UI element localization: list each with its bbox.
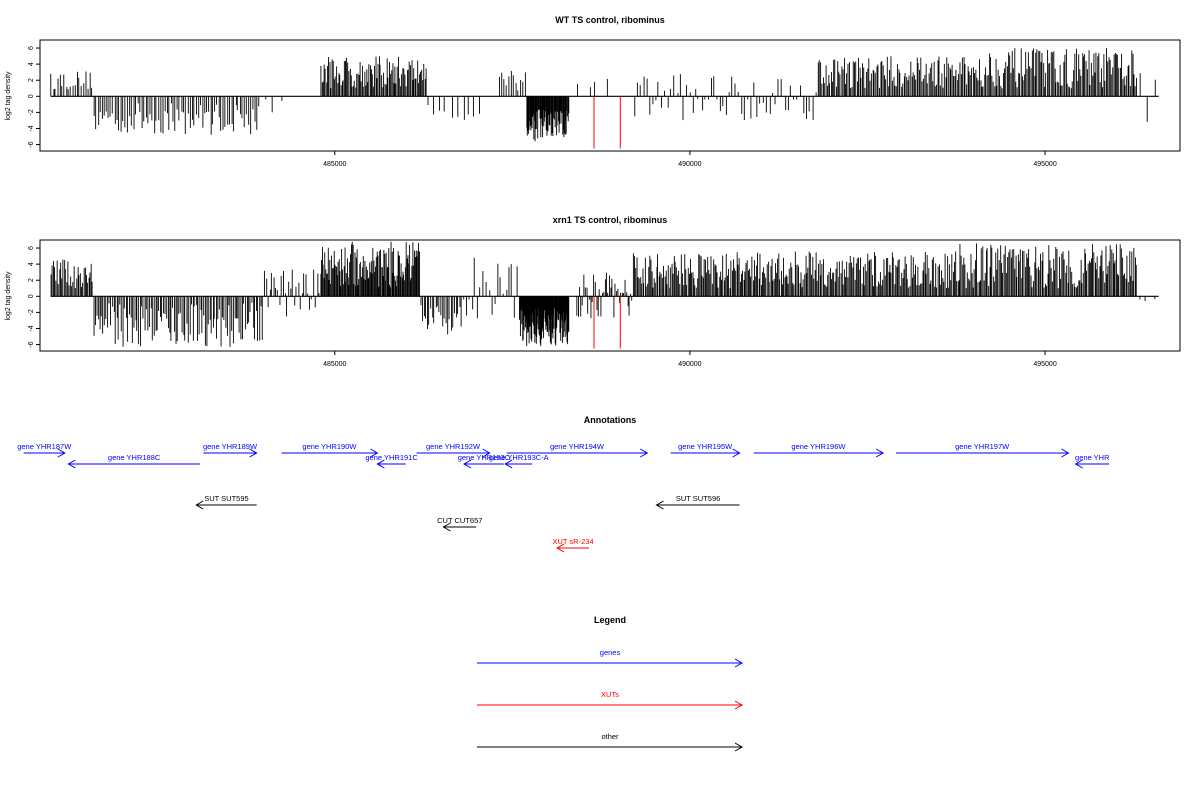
- wt-x-ticks: 485000 490000 495000: [323, 151, 1057, 168]
- wt-panel-title: WT TS control, ribominus: [555, 15, 665, 25]
- wt-y-axis-label: log2 tag density: [5, 71, 12, 121]
- feature-arrow-arrowhead: [463, 459, 472, 469]
- annotations-title: Annotations: [584, 415, 637, 425]
- legend-arrow-arrowhead: [734, 700, 744, 710]
- feature-arrow-arrowhead: [504, 459, 513, 469]
- legend-item-gene: genes: [477, 648, 744, 668]
- legend-item-other: other: [477, 732, 744, 752]
- xrn1-y-axis-label: log2 tag density: [5, 271, 12, 321]
- feature-arrow-arrowhead: [640, 448, 649, 458]
- wt-x-tick-label: 495000: [1033, 161, 1056, 168]
- xrn1-y-tick-label: 4: [28, 262, 35, 266]
- feature-label: gene YHR197W: [955, 442, 1010, 451]
- legend-items: genes XUTs other: [477, 648, 744, 752]
- feature-label: gene YHR192W: [426, 442, 481, 451]
- feature-gene: gene YHR193C-A: [489, 453, 549, 469]
- xrn1-y-tick-label: -2: [28, 309, 35, 315]
- feature-arrow-arrowhead: [732, 448, 741, 458]
- wt-y-tick-label: -4: [28, 125, 35, 131]
- feature-gene: gene YHR191C: [365, 453, 418, 469]
- legend-arrow-arrowhead: [734, 742, 744, 752]
- feature-gene: gene YHR195W: [670, 442, 741, 458]
- feature-xut: XUT sR-234: [552, 537, 594, 553]
- feature-arrow-arrowhead: [376, 459, 385, 469]
- feature-gene: gene YHR194W: [506, 442, 649, 458]
- feature-arrow-arrowhead: [370, 448, 379, 458]
- feature-arrow-arrowhead: [57, 448, 66, 458]
- wt-bars: [50, 48, 1159, 149]
- xrn1-y-tick-label: 2: [28, 278, 35, 282]
- wt-y-tick-label: -2: [28, 109, 35, 115]
- feature-other: CUT CUT657: [437, 516, 482, 532]
- feature-gene: gene YHR192W: [416, 442, 491, 458]
- legend: Legend genes XUTs other: [477, 615, 744, 752]
- legend-label: other: [601, 732, 619, 741]
- wt-y-tick-label: 2: [28, 78, 35, 82]
- xrn1-y-tick-label: 0: [28, 294, 35, 298]
- feature-arrow-arrowhead: [875, 448, 885, 458]
- feature-arrow-arrowhead: [249, 448, 258, 458]
- feature-label: gene YHR194W: [550, 442, 605, 451]
- feature-label: SUT SUT596: [676, 494, 720, 503]
- wt-y-tick-label: 6: [28, 46, 35, 50]
- wt-y-ticks: -6 -4 -2 0 2 4 6: [28, 46, 41, 148]
- xrn1-x-ticks: 485000 490000 495000: [323, 351, 1057, 368]
- wt-density-panel: WT TS control, ribominus log2 tag densit…: [5, 15, 1181, 168]
- feature-gene: gene YHR187W: [17, 442, 72, 458]
- wt-y-tick-label: 0: [28, 94, 35, 98]
- wt-y-tick-label: 4: [28, 62, 35, 66]
- xrn1-panel-title: xrn1 TS control, ribominus: [553, 215, 668, 225]
- feature-arrow-arrowhead: [655, 500, 664, 510]
- feature-other: SUT SUT596: [655, 494, 740, 510]
- feature-arrow-arrowhead: [195, 500, 204, 510]
- feature-label: SUT SUT595: [204, 494, 248, 503]
- feature-gene: gene YHR196W: [753, 442, 885, 458]
- feature-arrow-arrowhead: [1074, 459, 1083, 469]
- feature-arrow-arrowhead: [442, 522, 451, 532]
- feature-label: gene YHR193C-A: [489, 453, 549, 462]
- feature-arrow-arrowhead: [1061, 448, 1070, 458]
- feature-gene: gene YHR197W: [895, 442, 1070, 458]
- feature-label: gene YHR196W: [791, 442, 846, 451]
- xrn1-x-tick-label: 490000: [678, 361, 701, 368]
- xrn1-bars: [50, 241, 1159, 349]
- feature-label: gene YHR188C: [108, 453, 161, 462]
- feature-label: gene YHR190W: [302, 442, 357, 451]
- xrn1-y-tick-label: -4: [28, 325, 35, 331]
- xrn1-y-ticks: -6 -4 -2 0 2 4 6: [28, 246, 41, 348]
- wt-x-tick-label: 485000: [323, 161, 346, 168]
- feature-other: SUT SUT595: [195, 494, 257, 510]
- feature-gene: gene YHR188C: [67, 453, 200, 469]
- legend-arrow-arrowhead: [734, 658, 744, 668]
- wt-y-tick-label: -6: [28, 141, 35, 147]
- feature-gene: gene YHR: [1074, 453, 1110, 469]
- feature-label: gene YHR191C: [365, 453, 418, 462]
- feature-arrow-arrowhead: [67, 459, 76, 469]
- xrn1-y-tick-label: -6: [28, 341, 35, 347]
- feature-label: gene YHR193C: [458, 453, 511, 462]
- xrn1-x-tick-label: 495000: [1033, 361, 1056, 368]
- xrn1-y-tick-label: 6: [28, 246, 35, 250]
- feature-label: gene YHR189W: [203, 442, 258, 451]
- wt-x-tick-label: 490000: [678, 161, 701, 168]
- feature-arrow-arrowhead: [556, 543, 565, 553]
- legend-label: XUTs: [601, 690, 619, 699]
- feature-gene: gene YHR190W: [281, 442, 379, 458]
- legend-label: genes: [600, 648, 621, 657]
- xrn1-x-tick-label: 485000: [323, 361, 346, 368]
- feature-label: gene YHR: [1075, 453, 1110, 462]
- legend-title: Legend: [594, 615, 626, 625]
- feature-arrow-arrowhead: [482, 448, 491, 458]
- legend-item-xut: XUTs: [477, 690, 744, 710]
- feature-label: XUT sR-234: [552, 537, 593, 546]
- feature-label: gene YHR195W: [678, 442, 733, 451]
- feature-gene: gene YHR189W: [203, 442, 258, 458]
- feature-label: CUT CUT657: [437, 516, 482, 525]
- feature-label: gene YHR187W: [17, 442, 72, 451]
- feature-gene: gene YHR193C: [458, 453, 511, 469]
- feature-list: gene YHR187W gene YHR188C gene YHR189W gene…: [17, 442, 1110, 553]
- xrn1-density-panel: xrn1 TS control, ribominus log2 tag dens…: [5, 215, 1181, 368]
